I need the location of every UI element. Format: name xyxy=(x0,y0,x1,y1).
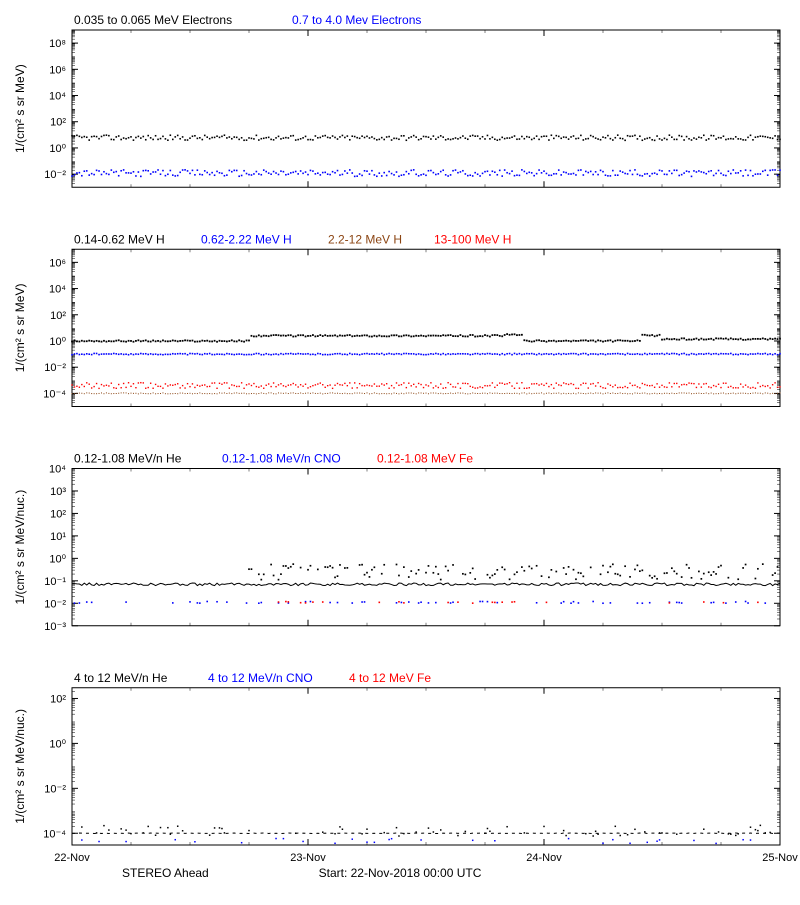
svg-text:2.2-12 MeV H: 2.2-12 MeV H xyxy=(328,232,402,246)
svg-text:10⁻⁴: 10⁻⁴ xyxy=(43,388,66,400)
svg-text:10⁴: 10⁴ xyxy=(49,464,66,476)
svg-text:10⁰: 10⁰ xyxy=(49,336,66,348)
svg-text:25-Nov: 25-Nov xyxy=(762,852,798,864)
svg-text:0.14-0.62 MeV H: 0.14-0.62 MeV H xyxy=(74,232,165,246)
svg-text:23-Nov: 23-Nov xyxy=(290,852,326,864)
svg-text:24-Nov: 24-Nov xyxy=(526,852,562,864)
svg-text:0.12-1.08 MeV/n CNO: 0.12-1.08 MeV/n CNO xyxy=(222,452,341,466)
svg-text:10¹: 10¹ xyxy=(50,531,66,543)
svg-text:10³: 10³ xyxy=(50,486,66,498)
svg-text:0.035 to 0.065 MeV Electrons: 0.035 to 0.065 MeV Electrons xyxy=(74,13,232,27)
svg-text:1/(cm² s sr MeV/nuc.): 1/(cm² s sr MeV/nuc.) xyxy=(13,709,27,824)
svg-text:10²: 10² xyxy=(50,117,66,129)
svg-text:1/(cm² s sr MeV/nuc.): 1/(cm² s sr MeV/nuc.) xyxy=(13,490,27,605)
svg-text:10⁶: 10⁶ xyxy=(49,257,66,269)
svg-text:10⁴: 10⁴ xyxy=(49,91,66,103)
svg-text:10⁻²: 10⁻² xyxy=(44,783,66,795)
svg-text:0.12-1.08 MeV Fe: 0.12-1.08 MeV Fe xyxy=(377,452,473,466)
svg-text:10⁻⁴: 10⁻⁴ xyxy=(43,828,66,840)
svg-text:13-100 MeV H: 13-100 MeV H xyxy=(434,232,511,246)
svg-text:10²: 10² xyxy=(50,310,66,322)
svg-text:10⁻²: 10⁻² xyxy=(44,598,66,610)
svg-text:STEREO Ahead: STEREO Ahead xyxy=(122,866,209,880)
svg-text:10⁻¹: 10⁻¹ xyxy=(44,576,66,588)
svg-text:4 to 12 MeV Fe: 4 to 12 MeV Fe xyxy=(349,671,431,685)
svg-text:10⁰: 10⁰ xyxy=(49,553,66,565)
svg-text:1/(cm² s sr MeV): 1/(cm² s sr MeV) xyxy=(13,284,27,373)
chart-svg: 0.035 to 0.065 MeV Electrons 0.7 to 4.0 M… xyxy=(0,0,800,900)
svg-text:10⁻³: 10⁻³ xyxy=(44,621,66,633)
svg-text:10⁻²: 10⁻² xyxy=(44,169,66,181)
svg-text:10⁰: 10⁰ xyxy=(49,738,66,750)
svg-text:0.62-2.22 MeV H: 0.62-2.22 MeV H xyxy=(201,232,292,246)
svg-text:10⁻²: 10⁻² xyxy=(44,362,66,374)
svg-text:10⁴: 10⁴ xyxy=(49,284,66,296)
svg-text:Start: 22-Nov-2018 00:00 UTC: Start: 22-Nov-2018 00:00 UTC xyxy=(319,866,482,880)
svg-text:4 to 12 MeV/n He: 4 to 12 MeV/n He xyxy=(74,671,168,685)
svg-text:0.12-1.08 MeV/n He: 0.12-1.08 MeV/n He xyxy=(74,452,182,466)
svg-text:10²: 10² xyxy=(50,508,66,520)
svg-text:10²: 10² xyxy=(50,693,66,705)
stereo-flux-plot: 0.035 to 0.065 MeV Electrons 0.7 to 4.0 M… xyxy=(0,0,800,900)
svg-text:10⁶: 10⁶ xyxy=(49,64,66,76)
svg-text:10⁰: 10⁰ xyxy=(49,143,66,155)
svg-text:22-Nov: 22-Nov xyxy=(54,852,90,864)
svg-text:4 to 12 MeV/n CNO: 4 to 12 MeV/n CNO xyxy=(208,671,313,685)
svg-text:0.7 to 4.0 Mev Electrons: 0.7 to 4.0 Mev Electrons xyxy=(292,13,421,27)
svg-text:1/(cm² s sr MeV): 1/(cm² s sr MeV) xyxy=(13,64,27,153)
svg-text:10⁸: 10⁸ xyxy=(49,38,66,50)
